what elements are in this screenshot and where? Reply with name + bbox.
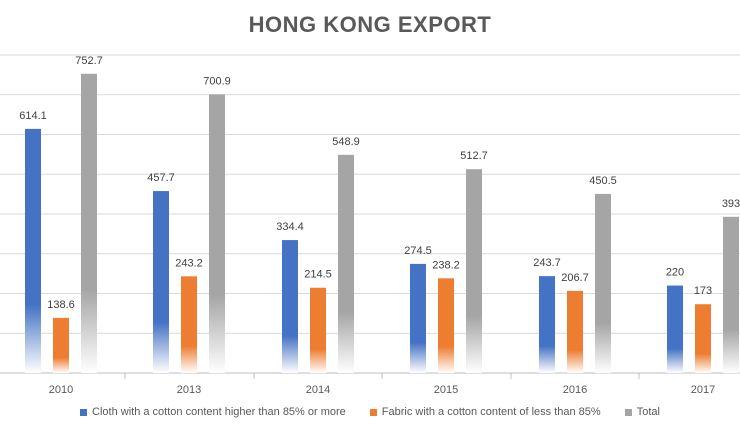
data-label: 214.5 — [304, 269, 332, 281]
data-label: 512.7 — [460, 150, 488, 162]
data-label: 614.1 — [19, 110, 47, 122]
x-tick-label: 2017 — [691, 384, 715, 396]
bar-2-2010 — [81, 73, 97, 373]
data-label: 457.7 — [147, 172, 175, 184]
data-label: 752.7 — [75, 55, 103, 67]
data-label: 206.7 — [561, 272, 589, 284]
x-tick-label: 2014 — [306, 384, 330, 396]
bar-0-2015 — [410, 263, 426, 373]
data-label: 334.4 — [276, 221, 304, 233]
data-label: 700.9 — [203, 75, 231, 87]
bar-2-2015 — [466, 169, 482, 373]
bar-1-2010 — [53, 317, 69, 373]
legend-item: Total — [624, 406, 660, 418]
legend-swatch — [80, 408, 88, 416]
legend-item: Cloth with a cotton content higher than … — [80, 406, 346, 418]
bar-2-2016 — [595, 193, 611, 373]
legend-swatch — [369, 408, 377, 416]
bar-0-2013 — [153, 191, 169, 373]
bar-1-2013 — [181, 276, 197, 373]
chart-legend: Cloth with a cotton content higher than … — [0, 406, 740, 418]
legend-label: Cloth with a cotton content higher than … — [92, 406, 346, 418]
bar-2-2017 — [723, 216, 739, 373]
x-tick-label: 2013 — [177, 384, 201, 396]
bar-1-2014 — [310, 287, 326, 373]
data-label: 220 — [666, 267, 684, 279]
bar-0-2017 — [667, 285, 683, 373]
bar-2-2013 — [209, 94, 225, 374]
chart-title: HONG KONG EXPORT — [248, 12, 492, 37]
bar-2-2014 — [338, 154, 354, 373]
legend-label: Fabric with a cotton content of less tha… — [381, 406, 601, 418]
data-label: 450.5 — [589, 175, 617, 187]
bar-0-2016 — [539, 276, 555, 373]
bar-1-2017 — [695, 304, 711, 373]
data-label: 238.2 — [432, 259, 460, 271]
data-label: 138.6 — [47, 299, 75, 311]
data-label: 274.5 — [404, 245, 432, 257]
legend-label: Total — [636, 406, 660, 418]
data-label: 173 — [694, 285, 712, 297]
bar-0-2014 — [282, 240, 298, 373]
legend-swatch — [624, 408, 632, 416]
bar-1-2015 — [438, 278, 454, 373]
x-tick-label: 2016 — [563, 384, 587, 396]
data-label: 393 — [722, 198, 740, 210]
bar-0-2010 — [25, 128, 41, 373]
data-label: 243.2 — [175, 257, 203, 269]
data-label: 243.7 — [533, 257, 561, 269]
x-tick-label: 2010 — [49, 384, 73, 396]
legend-item: Fabric with a cotton content of less tha… — [369, 406, 601, 418]
x-tick-label: 2015 — [434, 384, 458, 396]
bar-1-2016 — [567, 290, 583, 373]
data-label: 548.9 — [332, 136, 360, 148]
